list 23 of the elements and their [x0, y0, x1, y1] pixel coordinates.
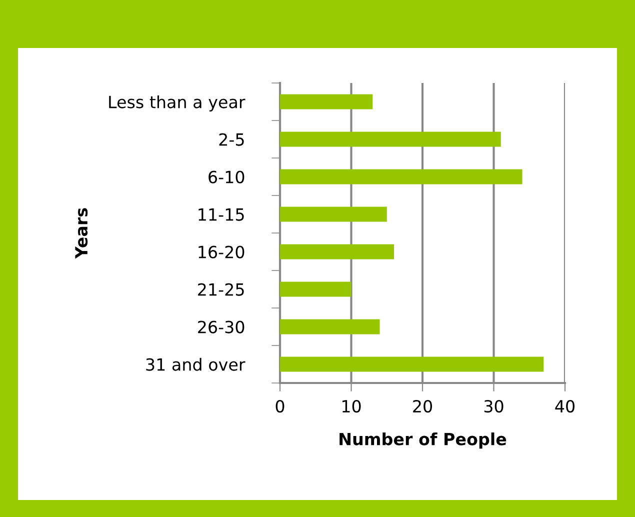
y-tick-label: 26-30 — [198, 320, 244, 334]
y-axis-title: Years — [75, 208, 88, 259]
bar — [280, 94, 373, 110]
x-tick-label: 40 — [555, 400, 574, 413]
x-tick-label: 20 — [413, 400, 432, 413]
bar — [280, 244, 394, 260]
x-axis-title: Number of People — [340, 432, 506, 449]
bar — [280, 282, 352, 297]
y-tick-label: 21-25 — [198, 283, 244, 296]
y-tick-label: 6-10 — [208, 170, 244, 184]
x-tick-label: 0 — [276, 400, 284, 413]
bar — [280, 356, 544, 372]
x-tick-label: 10 — [342, 400, 361, 413]
y-tick-label: 2-5 — [219, 133, 244, 146]
y-tick-label: Less than a year — [109, 95, 246, 112]
bar — [280, 319, 380, 334]
y-tick-label: 11-15 — [198, 208, 244, 221]
bar — [280, 132, 501, 147]
x-tick-label: 30 — [484, 400, 504, 413]
bar — [280, 206, 387, 222]
y-tick-label: 31 and over — [146, 358, 246, 371]
y-tick-label: 16-20 — [198, 246, 244, 258]
bar — [280, 169, 522, 184]
